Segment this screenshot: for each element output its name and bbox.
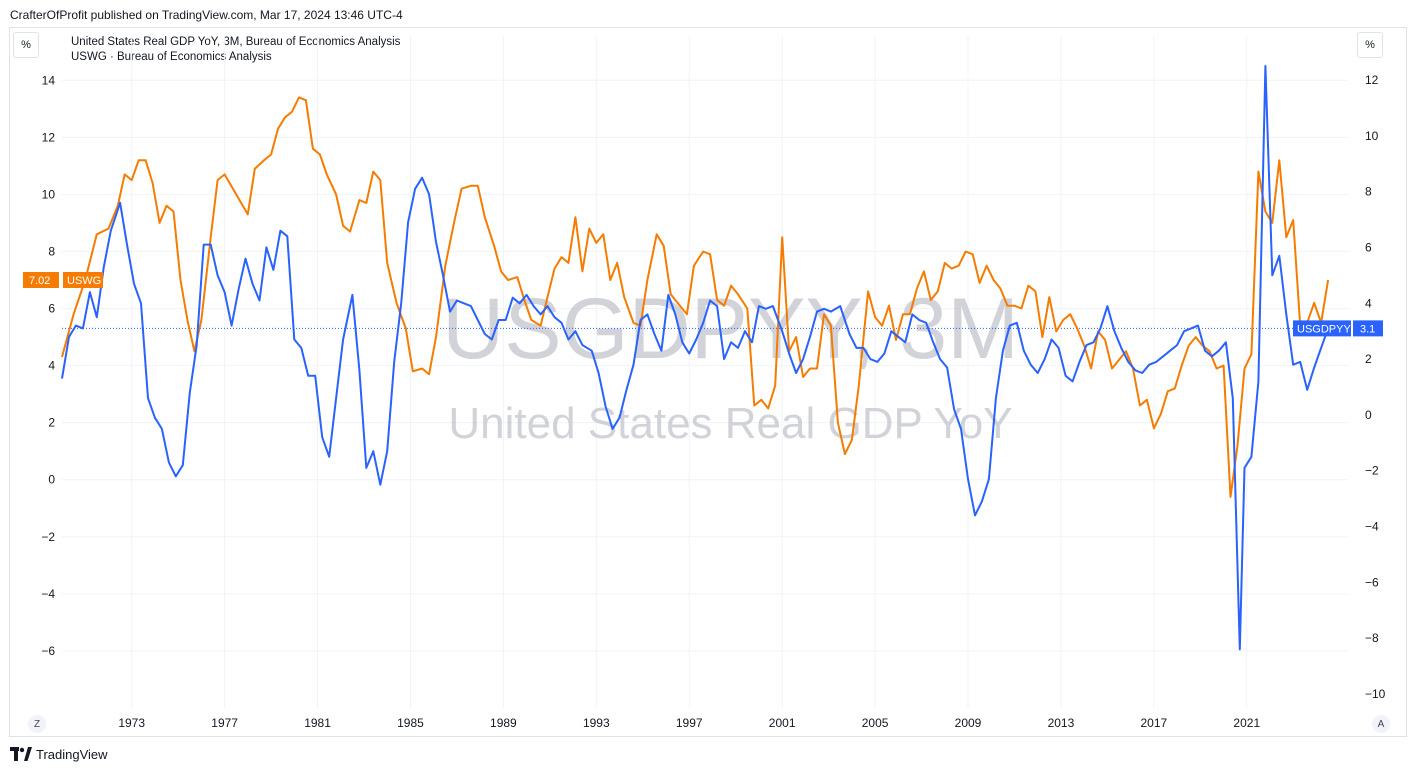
left-tick-label: 8 xyxy=(48,244,55,258)
time-tick-label: 2013 xyxy=(1048,716,1075,730)
right-tick-label: −6 xyxy=(1365,575,1379,589)
footer: TradingView xyxy=(10,744,108,764)
right-tick-label: −4 xyxy=(1365,520,1379,534)
legend-primary-series[interactable]: United States Real GDP YoY, 3M, Bureau o… xyxy=(71,36,401,48)
right-badge-value: 3.1 xyxy=(1360,323,1375,335)
right-tick-label: −10 xyxy=(1365,687,1386,701)
left-value-badge: 7.02 USWG xyxy=(23,272,103,288)
left-tick-label: 0 xyxy=(48,473,55,487)
time-tick-label: 2021 xyxy=(1233,716,1260,730)
right-tick-label: 6 xyxy=(1365,240,1372,254)
right-value-badge: USGDPYY 3.1 xyxy=(1293,320,1383,337)
left-scale-percent-button[interactable]: % xyxy=(13,32,39,58)
series-line-usgdpyy[interactable] xyxy=(61,65,1330,651)
right-tick-label: −8 xyxy=(1365,631,1379,645)
right-tick-label: 8 xyxy=(1365,185,1372,199)
left-badge-value: 7.02 xyxy=(29,275,50,287)
left-tick-label: −6 xyxy=(41,644,55,658)
time-tick-label: 1989 xyxy=(490,716,517,730)
right-scale-percent-button[interactable]: % xyxy=(1357,32,1383,58)
auto-scale-button[interactable]: A xyxy=(1372,715,1390,733)
time-tick-label: 2017 xyxy=(1141,716,1168,730)
left-tick-label: −2 xyxy=(41,530,55,544)
chart-frame xyxy=(9,27,1407,737)
left-tick-label: 6 xyxy=(48,302,55,316)
left-badge-name: USWG xyxy=(67,275,101,287)
chart-legend: United States Real GDP YoY, 3M, Bureau o… xyxy=(71,35,400,65)
time-tick-label: 1981 xyxy=(304,716,331,730)
right-axis: −10 −8 −6 −4 −2 0 2 4 6 8 10 12 xyxy=(1365,73,1386,701)
time-tick-label: 1977 xyxy=(211,716,238,730)
left-tick-label: 2 xyxy=(48,416,55,430)
legend-secondary-series[interactable]: USWG · Bureau of Economics Analysis xyxy=(71,51,272,63)
time-tick-label: 1997 xyxy=(676,716,703,730)
time-tick-label: 2001 xyxy=(769,716,796,730)
right-badge-name-bg xyxy=(1293,320,1351,337)
tradingview-logo-icon xyxy=(10,747,32,761)
right-badge-value-bg xyxy=(1353,320,1383,337)
left-tick-label: 10 xyxy=(42,187,56,201)
watermark: USGDPYY, 3M United States Real GDP YoY xyxy=(442,281,1019,448)
left-badge-name-bg xyxy=(63,272,103,288)
right-tick-label: 2 xyxy=(1365,352,1372,366)
right-tick-label: 10 xyxy=(1365,129,1379,143)
time-tick-label: 2005 xyxy=(862,716,889,730)
left-tick-label: −4 xyxy=(41,587,55,601)
watermark-description: United States Real GDP YoY xyxy=(448,399,1012,448)
zoom-button[interactable]: Z xyxy=(28,715,46,733)
time-tick-label: 2009 xyxy=(955,716,982,730)
published-credit: CrafterOfProfit published on TradingView… xyxy=(10,8,403,22)
left-axis: −6 −4 −2 0 2 4 6 8 10 12 14 xyxy=(41,73,55,658)
time-tick-label: 1993 xyxy=(583,716,610,730)
series-layer xyxy=(61,65,1330,651)
right-tick-label: 4 xyxy=(1365,296,1372,310)
time-tick-label: 1973 xyxy=(118,716,145,730)
watermark-symbol: USGDPYY, 3M xyxy=(442,281,1019,377)
left-tick-label: 14 xyxy=(42,73,56,87)
time-tick-label: 1985 xyxy=(397,716,424,730)
right-tick-label: 0 xyxy=(1365,408,1372,422)
left-tick-label: 12 xyxy=(42,130,56,144)
time-axis: 1973 1977 1981 1985 1989 1993 1997 2001 2005 2009… xyxy=(118,716,1260,730)
right-tick-label: 12 xyxy=(1365,73,1379,87)
left-badge-value-bg xyxy=(23,272,59,288)
right-tick-label: −2 xyxy=(1365,464,1379,478)
left-tick-label: 4 xyxy=(48,359,55,373)
series-line-uswg[interactable] xyxy=(61,96,1330,498)
footer-brand: TradingView xyxy=(36,746,108,762)
right-badge-name: USGDPYY xyxy=(1297,323,1351,335)
